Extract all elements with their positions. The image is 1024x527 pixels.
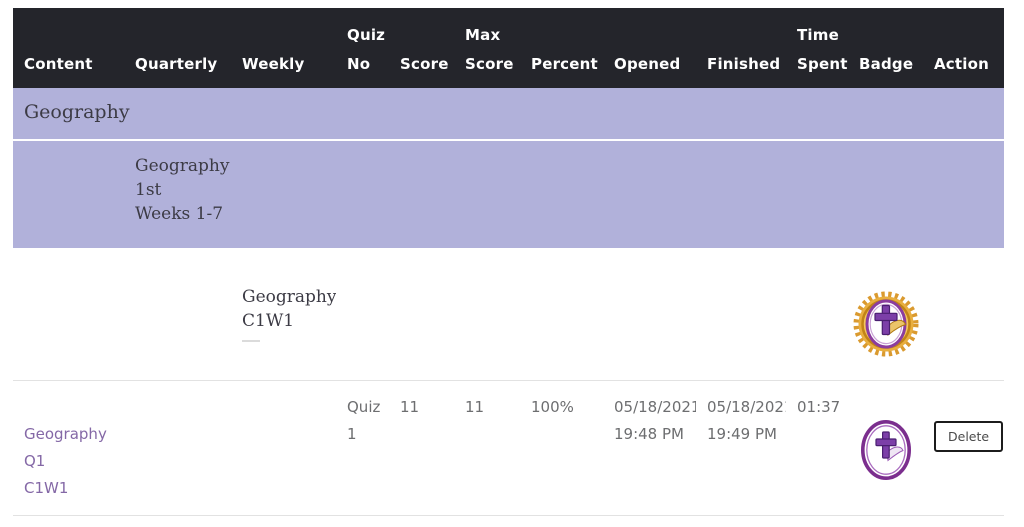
empty-cell <box>124 380 231 516</box>
empty-cell <box>923 248 1004 381</box>
purple-cross-medal-icon <box>860 419 911 480</box>
empty-cell <box>13 248 124 381</box>
time-spent-value: 01:37 <box>786 380 848 516</box>
quiz-results-table: Content Quarterly Weekly Quiz No Score M… <box>13 8 1004 527</box>
weekly-label: Geography C1W1 <box>242 287 336 332</box>
badge-cell <box>848 380 923 516</box>
delete-button[interactable]: Delete <box>934 420 1004 452</box>
quiz-content-link[interactable]: Geography Q1 C1W1 <box>24 424 107 497</box>
finished-value: 05/18/2021 19:49 PM <box>696 380 786 516</box>
empty-cell <box>231 380 336 516</box>
column-header-quarterly: Quarterly <box>124 8 231 88</box>
empty-cell <box>13 515 124 527</box>
quiz-result-row: Geography Q1 C1W1 Quiz 1 11 11 100% 05/1… <box>13 380 1004 516</box>
gold-cross-medal-icon <box>853 291 918 357</box>
placeholder-dash <box>242 340 260 343</box>
empty-cell <box>124 248 231 381</box>
column-header-badge: Badge <box>848 8 923 88</box>
quarterly-row: Geography 1st Weeks 1-7 <box>13 140 1004 248</box>
empty-cell <box>336 515 1004 527</box>
column-header-score: Score <box>389 8 454 88</box>
column-header-time-spent: Time Spent <box>786 8 848 88</box>
score-value: 11 <box>389 380 454 516</box>
empty-cell <box>13 140 124 248</box>
max-score-value: 11 <box>454 380 520 516</box>
weekly-label-cell: Geography C1W1 <box>231 248 336 381</box>
column-header-finished: Finished <box>696 8 786 88</box>
opened-value: 05/18/2021 19:48 PM <box>603 380 696 516</box>
weekly-label: Geography C1W2 <box>231 515 336 527</box>
section-title: Geography <box>13 88 1004 141</box>
section-row: Geography <box>13 88 1004 141</box>
quarterly-label: Geography 1st Weeks 1-7 <box>135 156 230 225</box>
column-header-opened: Opened <box>603 8 696 88</box>
empty-cell <box>124 515 231 527</box>
badge-cell <box>848 248 923 381</box>
table-header: Content Quarterly Weekly Quiz No Score M… <box>13 8 1004 88</box>
column-header-action: Action <box>923 8 1004 88</box>
column-header-percent: Percent <box>520 8 603 88</box>
empty-cell <box>231 140 1004 248</box>
column-header-quiz-no: Quiz No <box>336 8 389 88</box>
column-header-weekly: Weekly <box>231 8 336 88</box>
action-cell: Delete <box>923 380 1004 516</box>
content-cell: Geography Q1 C1W1 <box>13 380 124 516</box>
quiz-no-value: Quiz 1 <box>336 380 389 516</box>
weekly-row-c1w1: Geography C1W1 <box>13 248 1004 381</box>
weekly-row-c1w2: Geography C1W2 <box>13 515 1004 527</box>
empty-cell <box>336 248 848 381</box>
percent-value: 100% <box>520 380 603 516</box>
column-header-max-score: Max Score <box>454 8 520 88</box>
column-header-content: Content <box>13 8 124 88</box>
